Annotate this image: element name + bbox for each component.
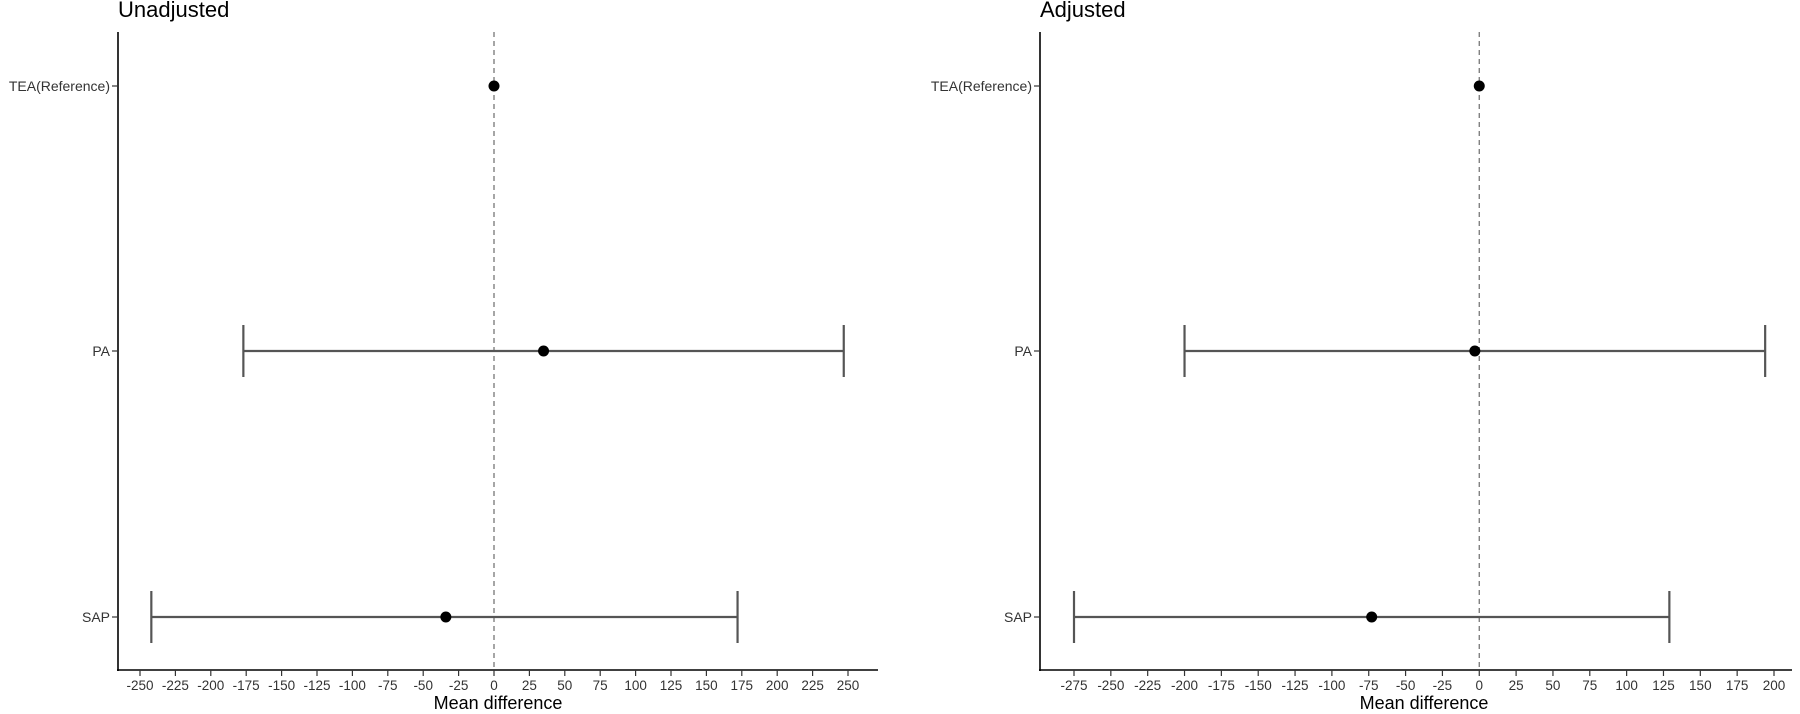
x-tick-label: 250 <box>837 678 860 693</box>
category-label: SAP <box>82 609 110 625</box>
x-tick-label: -75 <box>378 678 398 693</box>
panel-title: Adjusted <box>1040 0 1126 22</box>
x-tick-label: -250 <box>1097 678 1124 693</box>
x-tick-label: -100 <box>339 678 366 693</box>
x-tick-label: -225 <box>162 678 189 693</box>
category-label: SAP <box>1004 609 1032 625</box>
category-label: TEA(Reference) <box>931 78 1032 94</box>
x-tick-label: 150 <box>695 678 718 693</box>
x-tick-label: 150 <box>1689 678 1712 693</box>
x-tick-label: 200 <box>766 678 789 693</box>
x-tick-label: 100 <box>1615 678 1638 693</box>
x-tick-label: -25 <box>449 678 469 693</box>
x-tick-label: 0 <box>1476 678 1484 693</box>
x-tick-label: 175 <box>1726 678 1749 693</box>
x-tick-label: 50 <box>1545 678 1560 693</box>
x-tick-label: -275 <box>1060 678 1087 693</box>
x-tick-label: 225 <box>801 678 824 693</box>
x-tick-label: -250 <box>126 678 153 693</box>
x-axis-title: Mean difference <box>434 693 563 713</box>
x-tick-label: 50 <box>557 678 572 693</box>
x-tick-label: -50 <box>413 678 433 693</box>
x-tick-label: -200 <box>197 678 224 693</box>
x-tick-label: -225 <box>1134 678 1161 693</box>
x-tick-label: -150 <box>1245 678 1272 693</box>
x-tick-label: 125 <box>660 678 683 693</box>
panel-unadjusted: Unadjusted Mean difference -250 -225 -200-… <box>9 0 878 713</box>
x-tick-label: -175 <box>233 678 260 693</box>
estimate-point <box>1469 345 1481 357</box>
x-tick-label: 75 <box>593 678 608 693</box>
x-tick-label: -125 <box>1282 678 1309 693</box>
x-tick-label: -50 <box>1396 678 1416 693</box>
x-axis-title: Mean difference <box>1360 693 1489 713</box>
x-tick-label: -125 <box>303 678 330 693</box>
estimate-point <box>488 80 500 92</box>
x-tick-label: -150 <box>268 678 295 693</box>
x-tick-label: 25 <box>1509 678 1524 693</box>
estimate-point <box>1473 80 1485 92</box>
x-tick-label: 125 <box>1652 678 1675 693</box>
category-label: PA <box>92 343 110 359</box>
x-tick-label: 175 <box>731 678 754 693</box>
x-tick-label: -75 <box>1359 678 1379 693</box>
x-tick-label: 200 <box>1763 678 1786 693</box>
x-tick-label: -175 <box>1208 678 1235 693</box>
x-tick-label: -25 <box>1433 678 1453 693</box>
estimate-point <box>1366 611 1378 623</box>
panel-title: Unadjusted <box>118 0 229 22</box>
x-tick-label: -200 <box>1171 678 1198 693</box>
category-label: TEA(Reference) <box>9 78 110 94</box>
x-tick-label: 75 <box>1582 678 1597 693</box>
x-tick-label: 25 <box>522 678 537 693</box>
estimate-point <box>440 611 452 623</box>
estimate-point <box>538 345 550 357</box>
x-tick-label: -100 <box>1318 678 1345 693</box>
category-label: PA <box>1014 343 1032 359</box>
x-tick-label: 0 <box>490 678 498 693</box>
panel-adjusted: Adjusted Mean difference -275 -250 -225 -20… <box>931 0 1792 713</box>
x-tick-label: 100 <box>624 678 647 693</box>
